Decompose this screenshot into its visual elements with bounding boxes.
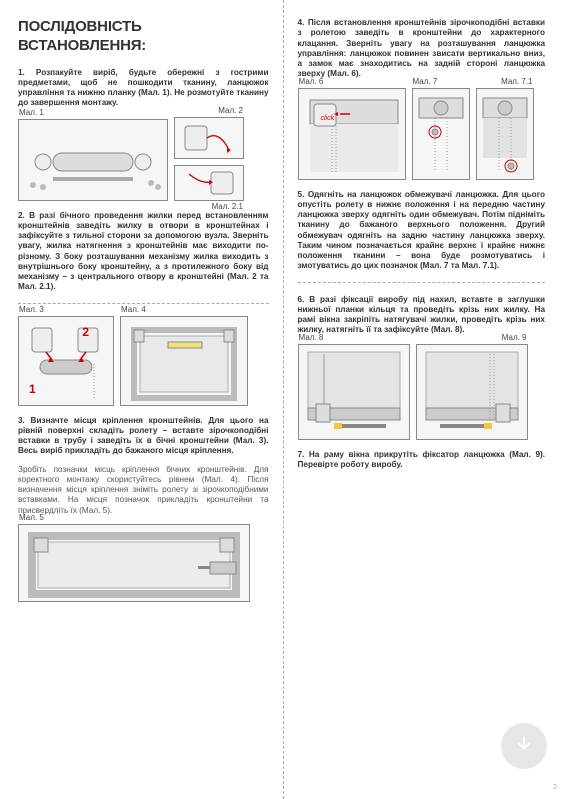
- click-bracket-icon: [302, 92, 402, 176]
- paragraph-7-text: 7. На раму вікна прикрутіть фіксатор лан…: [298, 450, 546, 469]
- watermark-icon: [501, 723, 547, 769]
- figure-8: Мал. 8: [298, 344, 410, 440]
- figure-7-1-label: Мал. 7.1: [501, 77, 532, 87]
- figure-1-label: Мал. 1: [19, 108, 44, 118]
- figure-5: Мал. 5: [18, 524, 250, 602]
- paragraph-3b-text: Зробіть позначки місць кріплення бічних …: [18, 465, 269, 515]
- page: ПОСЛІДОВНІСТЬ ВСТАНОВЛЕННЯ: 1. Розпакуйт…: [0, 0, 565, 799]
- divider-1: [18, 303, 269, 304]
- figure-7-1: Мал. 7.1: [476, 88, 534, 180]
- figure-7-label: Мал. 7: [413, 77, 438, 87]
- step-num-1: 1: [29, 382, 36, 397]
- figure-6: Мал. 6 click: [298, 88, 406, 180]
- tensioner-left-icon: [302, 348, 406, 436]
- drill-frame-icon: [22, 528, 246, 598]
- tensioner-right-icon: [420, 348, 524, 436]
- roller-parts-icon: [23, 125, 163, 195]
- figure-8-label: Мал. 8: [299, 333, 324, 343]
- bracket-thread-2-icon: [179, 168, 239, 198]
- figure-4-label: Мал. 4: [121, 305, 146, 315]
- paragraph-4-text: 4. Після встановлення кронштейнів зірочк…: [298, 18, 546, 78]
- figure-7: Мал. 7: [412, 88, 470, 180]
- figure-9-label: Мал. 9: [502, 333, 527, 343]
- divider-2: [298, 282, 546, 283]
- figure-row-1: Мал. 1 Мал. 2: [18, 117, 269, 201]
- page-number: 2: [553, 784, 557, 793]
- figure-2-1: Мал. 2.1: [174, 165, 244, 201]
- paragraph-3b: Зробіть позначки місць кріплення бічних …: [18, 465, 269, 516]
- figure-row-3: Мал. 5: [18, 524, 269, 602]
- figure-2-label: Мал. 2: [218, 106, 243, 116]
- page-title: ПОСЛІДОВНІСТЬ ВСТАНОВЛЕННЯ:: [18, 18, 269, 56]
- figure-4: Мал. 4: [120, 316, 248, 406]
- figure-9: Мал. 9: [416, 344, 528, 440]
- paragraph-6: 6. В разі фіксації виробу під нахил, вст…: [298, 295, 546, 336]
- figure-row-5: Мал. 8 Мал. 9: [298, 344, 546, 440]
- figure-2: Мал. 2: [174, 117, 244, 159]
- limiter-up-icon: [415, 92, 467, 176]
- level-frame-icon: [124, 320, 244, 402]
- figure-5-label: Мал. 5: [19, 513, 44, 523]
- paragraph-5-text: 5. Одягніть на ланцюжок обмежувачі ланцю…: [298, 190, 546, 271]
- paragraph-3: 3. Визначте місця кріплення кронштейнів.…: [18, 416, 269, 457]
- click-label: click: [321, 115, 335, 124]
- paragraph-2-text: 2. В разі бічного проведення жилки перед…: [18, 211, 269, 292]
- paragraph-1-text: 1. Розпакуйте виріб, будьте обережні з г…: [18, 68, 269, 108]
- left-column: ПОСЛІДОВНІСТЬ ВСТАНОВЛЕННЯ: 1. Розпакуйт…: [0, 0, 283, 799]
- figure-3: Мал. 3 1 2: [18, 316, 114, 406]
- figure-row-2: Мал. 3 1 2 Мал. 4: [18, 316, 269, 406]
- right-column: 4. Після встановлення кронштейнів зірочк…: [283, 0, 565, 799]
- figure-2-1-label: Мал. 2.1: [212, 202, 243, 212]
- paragraph-4: 4. Після встановлення кронштейнів зірочк…: [298, 18, 546, 80]
- limiter-down-icon: [479, 92, 531, 176]
- paragraph-6-text: 6. В разі фіксації виробу під нахил, вст…: [298, 295, 546, 335]
- figure-6-label: Мал. 6: [299, 77, 324, 87]
- figure-1: Мал. 1: [18, 119, 168, 201]
- paragraph-1: 1. Розпакуйте виріб, будьте обережні з г…: [18, 68, 269, 109]
- figure-row-4: Мал. 6 click Мал. 7: [298, 88, 546, 180]
- paragraph-7: 7. На раму вікна прикрутіть фіксатор лан…: [298, 450, 546, 471]
- step-num-2: 2: [82, 325, 89, 340]
- paragraph-5: 5. Одягніть на ланцюжок обмежувачі ланцю…: [298, 190, 546, 272]
- figure-3-label: Мал. 3: [19, 305, 44, 315]
- paragraph-2: 2. В разі бічного проведення жилки перед…: [18, 211, 269, 293]
- paragraph-3-text: 3. Визначте місця кріплення кронштейнів.…: [18, 416, 269, 456]
- bracket-thread-icon: [179, 120, 239, 156]
